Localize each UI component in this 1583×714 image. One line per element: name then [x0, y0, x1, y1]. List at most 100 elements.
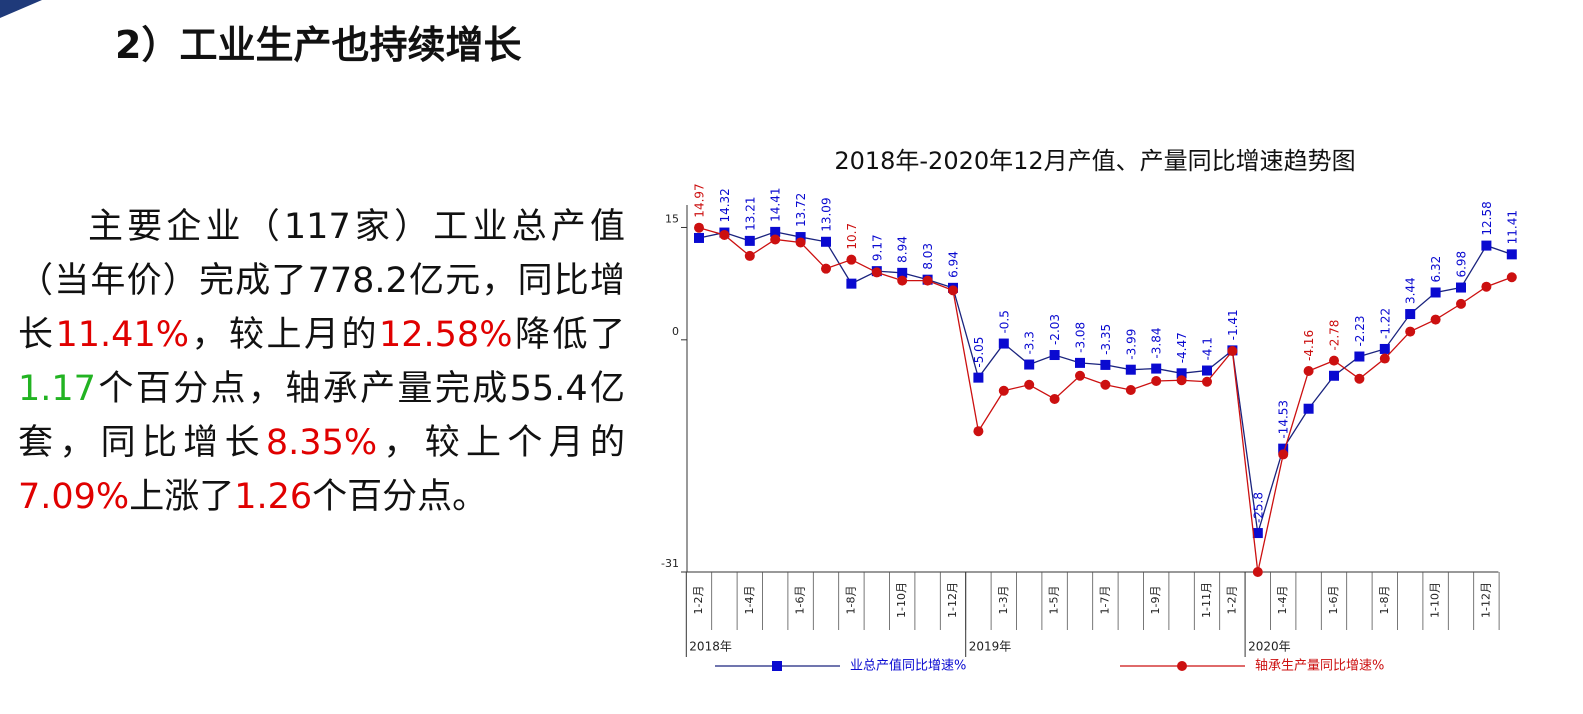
data-label: 6.32	[1429, 256, 1443, 283]
data-point	[1024, 359, 1035, 370]
data-point	[1354, 351, 1365, 362]
data-point	[998, 338, 1009, 349]
data-point	[1049, 350, 1060, 361]
data-point	[1100, 379, 1111, 390]
data-point	[1379, 353, 1390, 364]
paragraph-segment: 1.17	[18, 369, 96, 409]
data-point	[1202, 376, 1212, 387]
data-label: 6.98	[1455, 251, 1469, 278]
data-label: -3.08	[1074, 322, 1088, 353]
data-point	[1405, 326, 1416, 337]
data-point	[1329, 370, 1339, 381]
x-tick-label: 1-12月	[1479, 582, 1492, 618]
paragraph-segment: 个百分点，轴承产量完成55.4亿套，同比增长	[18, 369, 625, 463]
data-label: -0.5	[997, 310, 1011, 333]
data-label: -3.84	[1150, 328, 1164, 359]
paragraph-segment: 12.58%	[379, 315, 513, 355]
data-point	[973, 426, 984, 437]
paragraph-segment: 上涨了	[129, 477, 235, 517]
chart-title: 2018年-2020年12月产值、产量同比增速趋势图	[834, 147, 1355, 175]
slide-title: 2）工业生产也持续增长	[115, 23, 522, 67]
data-point	[770, 234, 781, 245]
data-point	[744, 235, 755, 246]
data-point	[1456, 282, 1466, 293]
data-point	[1125, 384, 1136, 395]
data-label: 14.32	[718, 188, 732, 222]
data-label: 8.03	[921, 243, 935, 270]
data-label: 11.41	[1505, 210, 1519, 244]
paragraph-segment: ，较上个月的	[377, 423, 625, 463]
data-label: -4.47	[1175, 332, 1189, 363]
data-point	[1481, 240, 1492, 251]
data-point	[948, 285, 958, 296]
data-point	[1430, 314, 1441, 325]
x-tick-label: 1-12月	[946, 582, 959, 618]
data-point	[998, 385, 1009, 396]
group-label: 2020年	[1248, 640, 1291, 654]
data-point	[1278, 443, 1289, 454]
legend-marker	[772, 661, 782, 671]
chart: 2018年-2020年12月产值、产量同比增速趋势图 15 0 -31 1-2月 1-4…	[661, 147, 1519, 674]
x-tick-label: 1-11月	[1200, 582, 1213, 618]
data-label: 10.7	[845, 223, 859, 250]
paragraph-segment: 主要企业（117家）工业总产值（当年价）完成了778.2亿元，同比增长	[18, 207, 625, 355]
x-tick-label: 1-10月	[1429, 582, 1442, 618]
data-point	[897, 267, 908, 278]
data-point	[1456, 298, 1466, 309]
data-point	[1151, 363, 1162, 374]
x-tick-label: 1-6月	[1327, 586, 1340, 615]
data-point	[1354, 373, 1365, 384]
data-label: -14.53	[1277, 400, 1291, 439]
data-label: -25.8	[1251, 492, 1265, 523]
data-label: 13.09	[820, 197, 834, 231]
data-label: -3.99	[1124, 329, 1138, 360]
data-point	[1303, 403, 1314, 414]
data-point	[719, 229, 730, 240]
data-point	[1125, 364, 1136, 375]
paragraph-segment: 11.41%	[55, 315, 189, 355]
data-point	[821, 236, 831, 247]
x-tick-label: 1-9月	[1149, 586, 1162, 615]
x-tick-label: 1-10月	[895, 582, 908, 618]
data-point	[1405, 309, 1416, 320]
x-tick-label: 1-4月	[743, 586, 756, 615]
data-point	[1379, 343, 1390, 354]
data-point	[770, 226, 781, 237]
data-label: -1.22	[1378, 308, 1392, 339]
data-label: 14.97	[693, 183, 707, 217]
data-label: -4.1	[1201, 337, 1215, 360]
data-label: -2.03	[1048, 314, 1062, 345]
data-point	[694, 232, 704, 243]
x-tick-label: 1-2月	[1225, 586, 1238, 615]
data-label: -1.41	[1226, 309, 1240, 340]
data-point	[1303, 365, 1314, 376]
data-point	[694, 222, 704, 233]
x-tick-label: 1-8月	[844, 586, 857, 615]
data-label: -3.35	[1099, 324, 1113, 355]
data-point	[1176, 368, 1187, 379]
y-tick-label: 15	[665, 212, 679, 225]
data-point	[821, 263, 831, 274]
x-tick-label: 1-6月	[794, 586, 807, 615]
data-point	[1506, 249, 1517, 260]
data-label: 14.41	[769, 188, 783, 222]
data-point	[1176, 375, 1187, 386]
data-point	[973, 372, 984, 383]
x-tick-label: 1-2月	[692, 586, 705, 615]
legend-label: 轴承生产量同比增速%	[1255, 659, 1384, 674]
data-point	[1100, 359, 1111, 370]
data-point	[1075, 370, 1085, 381]
data-point	[1278, 449, 1289, 460]
paragraph-segment: 8.35%	[265, 423, 378, 463]
paragraph-segment: 个百分点。	[312, 477, 488, 517]
data-point	[1481, 281, 1492, 292]
group-label: 2019年	[969, 640, 1012, 654]
data-label: -5.05	[972, 337, 986, 368]
paragraph-segment: 降低了	[512, 315, 625, 355]
data-point	[1252, 567, 1263, 577]
legend-label: 业总产值同比增速%	[850, 658, 966, 674]
data-point	[846, 254, 857, 265]
data-label: 12.58	[1480, 201, 1494, 235]
y-tick-label: -31	[661, 557, 679, 570]
